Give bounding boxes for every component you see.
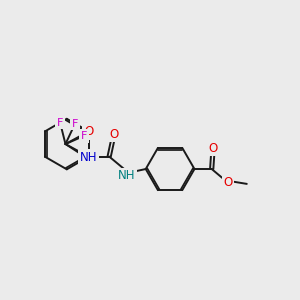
Text: O: O <box>109 128 119 141</box>
Text: O: O <box>84 150 93 163</box>
Text: O: O <box>224 176 233 189</box>
Text: NH: NH <box>80 151 97 164</box>
Text: O: O <box>209 142 218 155</box>
Text: O: O <box>84 125 93 138</box>
Text: F: F <box>81 131 87 141</box>
Text: F: F <box>57 118 63 128</box>
Text: F: F <box>72 119 78 129</box>
Text: NH: NH <box>118 169 136 182</box>
